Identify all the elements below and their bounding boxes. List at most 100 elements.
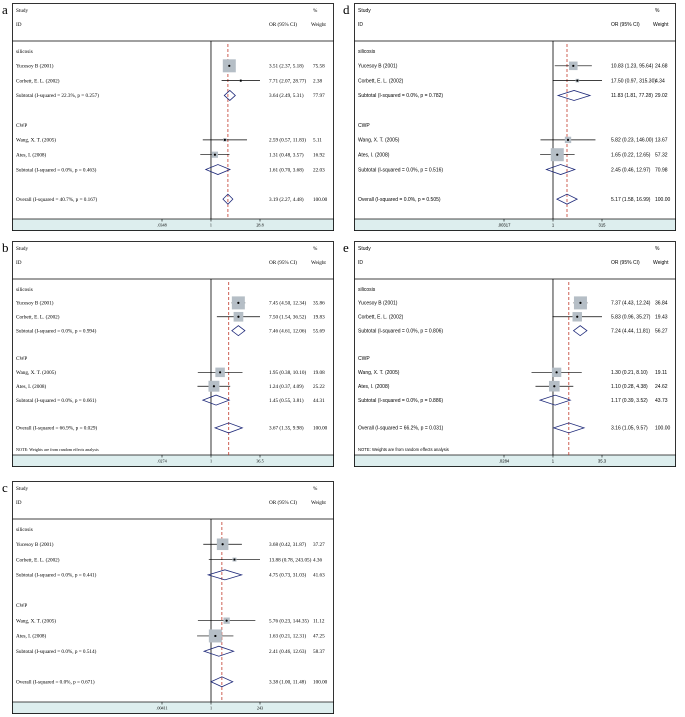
study-label: Ates, I. (2008) [358,384,390,390]
study-label: Ates, I. (2008) [16,383,47,390]
summary-diamond [222,193,234,205]
point-estimate [213,153,217,156]
summary-label: Subtotal (I-squared = 0.0%, p = 0.514) [16,648,97,655]
study-label: Yucesoy B (2001) [358,64,398,70]
or-ci-value: 1.10 (0.28, 4.38) [611,384,648,390]
axis-tick-label: 315 [599,223,607,228]
panel-b-letter: b [2,240,9,255]
weight-value: 19.83 [313,315,325,321]
or-ci-value: 5.83 (0.96, 35.27) [611,315,651,321]
panel-d-letter: d [343,2,350,17]
axis-tick-label: .00411 [156,706,167,711]
or-ci-value: 1.95 (0.38, 10.10) [269,369,306,376]
weight-value: 5.11 [313,138,322,144]
or-ci-value: 1.30 (0.21, 8.10) [611,370,648,376]
or-ci-value: 7.37 (4.43, 12.24) [611,301,651,307]
subgroup-label: CWP [358,123,370,129]
summary-diamond [223,89,236,101]
weight-value: 36.84 [655,301,668,307]
percent-header: % [655,8,660,14]
summary-label: Overall (I-squared = 40.7%, p = 0.167) [16,196,97,203]
study-label: Ates, I. (2008) [16,152,47,159]
percent-header: % [655,246,660,252]
subgroup-label: silicosis [358,287,376,293]
weight-value: 58.37 [313,649,325,655]
or-header: OR (95% CI) [269,21,297,28]
study-label: Corbett, E. L. (2002) [358,78,404,84]
weight-value: 19.08 [313,370,325,376]
forest-plot-d: Study ID OR (95% CI)% Weight .00317 1 315 silic… [354,3,676,231]
weight-value: 57.32 [655,153,668,159]
study-header: Study [16,246,29,252]
subgroup-label: CWP [358,356,370,362]
study-label: Wang, X. T. (2005) [358,138,400,144]
study-label: Corbett, E. L. (2002) [16,314,60,321]
axis-band [12,218,334,231]
panel-frame [12,241,334,467]
weight-value: 25.22 [313,384,325,390]
summary-diamond [552,422,586,434]
subgroup-label: CWP [16,123,27,129]
forest-plot-a: Study ID OR (95% CI)% Weight .0348 1 28.8 silic… [12,3,334,231]
weight-value: 44.31 [313,398,325,404]
weight-value: 24.62 [655,384,668,390]
axis-band [12,701,334,714]
weight-value: 24.68 [655,64,668,70]
axis-tick-label: 28.8 [256,223,263,228]
point-estimate [237,301,240,304]
point-estimate [214,634,217,638]
or-ci-value: 3.16 (1.05, 9.57) [611,426,648,432]
summary-diamond [231,325,246,337]
study-label: Wang, X. T. (2005) [16,617,56,624]
study-label: Yucesoy B (2001) [16,541,54,548]
subgroup-label: silicosis [358,49,376,55]
weight-value: 100.00 [313,680,328,686]
weight-header: Weight [653,260,669,266]
or-ci-value: 5.76 (0.23, 144.35) [269,617,309,624]
summary-label: Subtotal (I-squared = 0.0%, p = 0.463) [16,166,97,173]
subgroup-label: silicosis [16,527,33,533]
summary-label: Overall (I-squared = 66.2%, p = 0.031) [358,426,444,432]
summary-label: Overall (I-squared = 0.0%, p = 0.671) [16,679,95,686]
forest-plot-b: Study ID OR (95% CI)% Weight .0274 1 36.5 silic… [12,241,334,467]
study-label: Corbett, E. L. (2002) [358,315,404,321]
weight-value: 4.34 [655,78,665,84]
weight-value: 41.63 [313,573,325,579]
point-estimate [576,79,579,82]
subgroup-label: silicosis [16,49,33,55]
summary-label: Subtotal (I-squared = 0.0%, p = 0.886) [358,398,443,404]
study-label: Yucesoy B (2001) [16,63,54,70]
or-ci-value: 1.31 (0.48, 3.57) [269,152,304,159]
forest-plot-e: Study ID OR (95% CI)% Weight .0284 1 35.3 silic… [354,241,676,467]
panel-a-letter: a [2,2,8,17]
random-effects-note: NOTE: Weights are from random effects an… [16,447,99,452]
weight-value: 19.11 [655,370,667,376]
point-estimate [555,371,558,374]
weight-value: 70.98 [655,167,668,173]
axis-band [12,454,334,467]
weight-header: Weight [311,260,326,266]
study-header: Study [358,8,371,14]
or-ci-value: 3.19 (2.27, 4.48) [269,196,304,203]
or-ci-value: 1.65 (0.22, 12.65) [611,153,651,159]
weight-value: 77.97 [313,93,325,99]
subgroup-label: silicosis [16,287,33,293]
summary-diamond [556,90,592,101]
axis-tick-label: .0274 [157,459,167,464]
id-header: ID [358,260,363,266]
or-ci-value: 3.64 (2.49, 5.31) [269,92,304,99]
subgroup-label: CWP [16,356,27,362]
weight-value: 47.25 [313,634,325,640]
axis-tick-label: 1 [210,459,212,464]
point-estimate [579,301,582,304]
or-ci-value: 4.75 (0.73, 31.03) [269,572,306,579]
id-header: ID [16,500,22,506]
point-estimate [566,138,570,141]
summary-label: Overall (I-squared = 66.9%, p = 0.029) [16,425,97,432]
weight-header: Weight [311,500,326,506]
study-header: Study [16,486,29,492]
summary-diamond [206,569,244,581]
id-header: ID [358,22,363,28]
summary-label: Subtotal (I-squared = 0.0%, p = 0.661) [16,397,97,404]
panel-frame [354,241,676,467]
